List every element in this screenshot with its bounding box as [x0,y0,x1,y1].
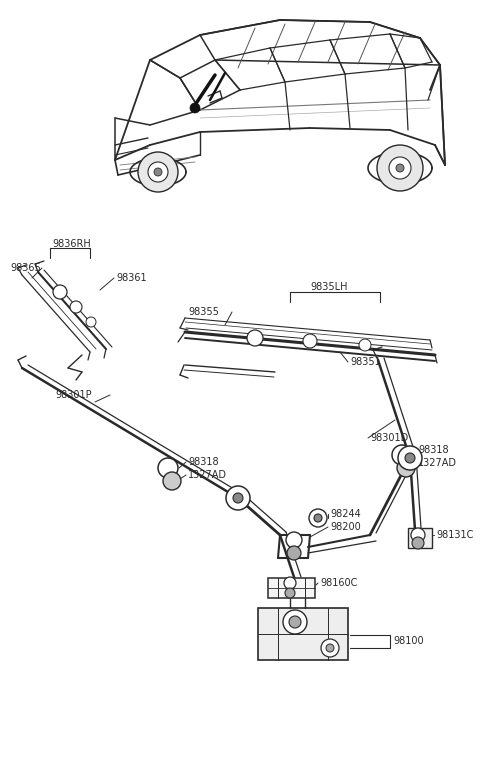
Circle shape [326,644,334,652]
Text: 98244: 98244 [330,509,361,519]
Text: 98361: 98361 [116,273,146,283]
Circle shape [405,453,415,463]
Text: 1327AD: 1327AD [418,458,457,468]
Circle shape [190,103,200,113]
Circle shape [396,164,404,172]
Circle shape [283,610,307,634]
Circle shape [412,537,424,549]
Text: 98365: 98365 [10,263,41,273]
Circle shape [154,168,162,176]
Circle shape [309,509,327,527]
Text: 98301P: 98301P [55,390,92,400]
Circle shape [377,145,423,191]
Circle shape [397,459,415,477]
Text: 98131C: 98131C [436,530,473,540]
Circle shape [158,458,178,478]
Circle shape [247,330,263,346]
Circle shape [138,152,178,192]
Circle shape [86,317,96,327]
Circle shape [286,532,302,548]
Circle shape [398,446,422,470]
Circle shape [411,528,425,542]
Circle shape [53,285,67,299]
Circle shape [303,334,317,348]
Text: 98160C: 98160C [320,578,358,588]
Text: 98318: 98318 [188,457,218,467]
Text: 1327AD: 1327AD [188,470,227,480]
Circle shape [233,493,243,503]
Circle shape [70,301,82,313]
Polygon shape [408,528,432,548]
Circle shape [321,639,339,657]
Text: 98100: 98100 [393,636,424,646]
Text: 98351: 98351 [350,357,381,367]
Polygon shape [268,578,315,598]
Text: 98355: 98355 [188,307,219,317]
Text: 98301D: 98301D [370,433,408,443]
Polygon shape [258,608,348,660]
Circle shape [163,472,181,490]
Circle shape [287,546,301,560]
Text: 9836RH: 9836RH [52,239,91,249]
Circle shape [284,577,296,589]
Circle shape [392,445,412,465]
Circle shape [289,616,301,628]
Circle shape [359,339,371,351]
Circle shape [285,588,295,598]
Circle shape [389,157,411,179]
Text: 9835LH: 9835LH [310,282,348,292]
Text: 98318: 98318 [418,445,449,455]
Circle shape [314,514,322,522]
Circle shape [148,162,168,182]
Text: 98200: 98200 [330,522,361,532]
Circle shape [226,486,250,510]
